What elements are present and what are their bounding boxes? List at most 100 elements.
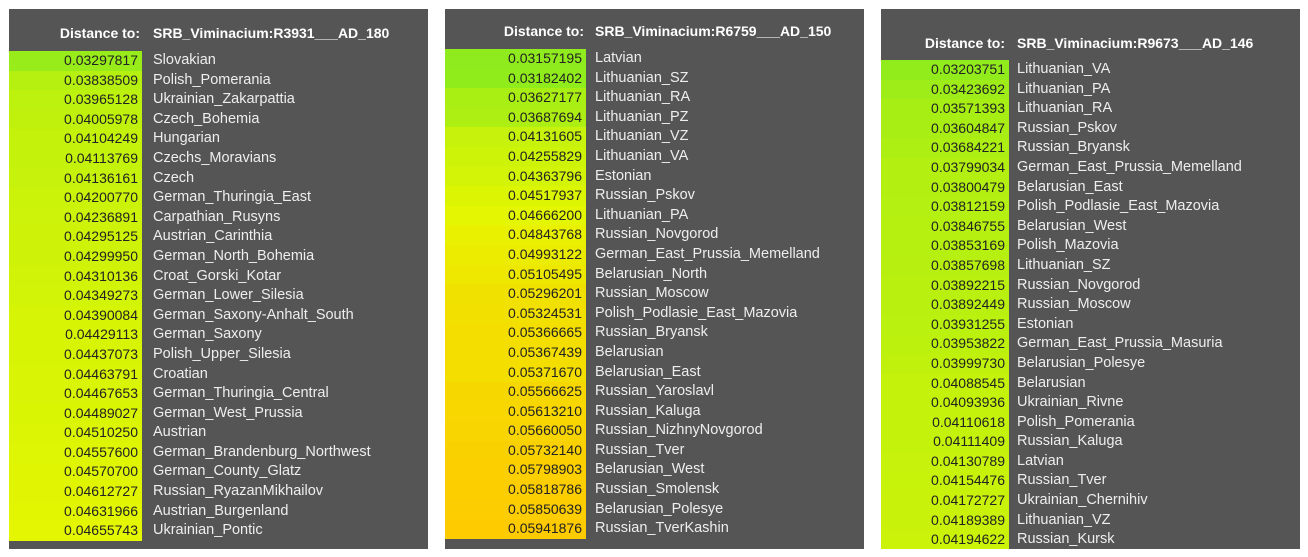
population-name: Belarusian_East	[1017, 178, 1123, 195]
list-item: 0.04194622 Russian_Kursk	[881, 530, 1300, 549]
list-item: 0.04510250 Austrian	[9, 423, 428, 443]
distance-to-label: Distance to:	[503, 23, 584, 39]
population-name: Latvian	[1017, 452, 1064, 469]
distance-value: 0.05818786	[445, 480, 586, 500]
population-name: German_Thuringia_East	[153, 189, 311, 206]
population-name: Lithuanian_RA	[1017, 100, 1113, 117]
population-name: Lithuanian_RA	[595, 89, 691, 106]
distance-value: 0.05850639	[445, 499, 586, 520]
population-name: German_Brandenburg_Northwest	[153, 443, 371, 460]
distance-value: 0.04570700	[9, 462, 142, 483]
population-name: Belarusian_East	[595, 363, 701, 380]
distance-value: 0.03892215	[881, 275, 1009, 296]
list-item: 0.03182402 Lithuanian_SZ	[445, 68, 864, 89]
distance-value: 0.03297817	[9, 51, 142, 71]
distance-value: 0.04200770	[9, 188, 142, 208]
population-name: Slovakian	[153, 52, 216, 68]
population-name: Estonian	[1017, 315, 1074, 332]
list-item: 0.04200770 German_Thuringia_East	[9, 188, 428, 208]
distance-value: 0.03931255	[881, 314, 1009, 335]
distance-value: 0.03687694	[445, 107, 586, 128]
population-name: Lithuanian_PZ	[595, 108, 689, 125]
list-item: 0.05296201 Russian_Moscow	[445, 284, 864, 304]
population-name: Czech	[153, 169, 195, 186]
distance-value: 0.04236891	[9, 207, 142, 228]
distance-value: 0.04429113	[9, 325, 142, 345]
list-item: 0.04843768 Russian_Novgorod	[445, 225, 864, 245]
panel-header: Distance to: SRB_Viminacium:R3931___AD_1…	[9, 23, 428, 43]
distance-value: 0.05566625	[445, 382, 586, 402]
list-item: 0.04295125 Austrian_Carinthia	[9, 227, 428, 247]
distance-value: 0.04093936	[881, 393, 1009, 413]
list-item: 0.05660050 Russian_NizhnyNovgorod	[445, 421, 864, 441]
population-name: Lithuanian_SZ	[595, 69, 689, 86]
distance-value: 0.03846755	[881, 216, 1009, 237]
list-item: 0.04110618 Polish_Pomerania	[881, 412, 1300, 433]
distance-value: 0.04631966	[9, 501, 142, 522]
distance-value: 0.04189389	[881, 510, 1009, 531]
list-item: 0.04993122 German_East_Prussia_Memelland	[445, 244, 864, 265]
population-name: Belarusian_Polesye	[1017, 354, 1146, 371]
list-item: 0.03297817 Slovakian	[9, 51, 428, 71]
distance-value: 0.04467653	[9, 384, 142, 404]
population-name: Belarusian	[595, 343, 664, 360]
list-item: 0.05732140 Russian_Tver	[445, 440, 864, 461]
population-name: Czech_Bohemia	[153, 110, 260, 127]
population-name: German_Saxony	[153, 326, 262, 343]
population-name: Lithuanian_PA	[595, 206, 689, 223]
distance-value: 0.04517937	[445, 186, 586, 206]
list-item: 0.03892449 Russian_Moscow	[881, 295, 1300, 315]
distance-value: 0.05371670	[445, 362, 586, 383]
population-name: Austrian_Carinthia	[153, 228, 273, 245]
distance-list: 0.03297817 Slovakian 0.03838509 Polish_Pome…	[9, 51, 428, 541]
distance-value: 0.04363796	[445, 166, 586, 187]
population-name: Russian_Bryansk	[595, 324, 708, 341]
distance-value: 0.04005978	[9, 109, 142, 130]
list-item: 0.04088545 Belarusian	[881, 373, 1300, 394]
target-sample-label: SRB_Viminacium:R3931___AD_180	[153, 25, 390, 41]
population-name: German_Saxony-Anhalt_South	[153, 306, 354, 323]
list-item: 0.03203751 Lithuanian_VA	[881, 60, 1300, 80]
target-sample-label: SRB_Viminacium:R9673___AD_146	[1017, 35, 1254, 51]
distance-to-label: Distance to:	[59, 25, 140, 41]
population-name: German_East_Prussia_Masuria	[1017, 335, 1223, 352]
population-name: Lithuanian_SZ	[1017, 256, 1111, 273]
distance-value: 0.03423692	[881, 79, 1009, 100]
distance-value: 0.03853169	[881, 236, 1009, 256]
distance-value: 0.04489027	[9, 403, 142, 424]
population-name: Belarusian	[1017, 374, 1086, 391]
list-item: 0.03857698 Lithuanian_SZ	[881, 255, 1300, 276]
distance-value: 0.05732140	[445, 440, 586, 461]
population-name: Croat_Gorski_Kotar	[153, 267, 282, 284]
target-sample-label: SRB_Viminacium:R6759___AD_150	[595, 23, 832, 39]
list-item: 0.03799034 German_East_Prussia_Memelland	[881, 157, 1300, 178]
list-item: 0.05366665 Russian_Bryansk	[445, 323, 864, 343]
list-item: 0.04557600 German_Brandenburg_Northwest	[9, 442, 428, 463]
population-name: Polish_Podlasie_East_Mazovia	[1017, 198, 1220, 215]
list-item: 0.04136161 Czech	[9, 168, 428, 189]
population-name: Russian_Kursk	[1017, 531, 1115, 548]
population-name: German_Lower_Silesia	[153, 287, 304, 304]
list-item: 0.03838509 Polish_Pomerania	[9, 70, 428, 91]
population-name: Ukrainian_Zakarpattia	[153, 91, 295, 108]
population-name: Russian_Tver	[1017, 472, 1107, 489]
distance-panel-2: Distance to: SRB_Viminacium:R6759___AD_1…	[445, 9, 864, 549]
population-name: Polish_Upper_Silesia	[153, 345, 291, 362]
list-item: 0.04255829 Lithuanian_VA	[445, 146, 864, 167]
panel-header: Distance to: SRB_Viminacium:R6759___AD_1…	[445, 21, 864, 41]
population-name: Austrian_Burgenland	[153, 502, 289, 519]
list-item: 0.04130789 Latvian	[881, 451, 1300, 472]
distance-value: 0.05798903	[445, 460, 586, 481]
distance-value: 0.04113769	[9, 148, 142, 169]
population-name: Hungarian	[153, 130, 220, 147]
list-item: 0.04390084 German_Saxony-Anhalt_South	[9, 305, 428, 326]
distance-value: 0.04437073	[9, 344, 142, 365]
list-item: 0.03965128 Ukrainian_Zakarpattia	[9, 90, 428, 110]
distance-value: 0.04104249	[9, 129, 142, 149]
distance-value: 0.04463791	[9, 364, 142, 385]
list-item: 0.04093936 Ukrainian_Rivne	[881, 393, 1300, 413]
list-item: 0.03604847 Russian_Pskov	[881, 118, 1300, 139]
population-name: Russian_Moscow	[595, 285, 709, 302]
distance-value: 0.04131605	[445, 127, 586, 147]
list-item: 0.04236891 Carpathian_Rusyns	[9, 207, 428, 228]
